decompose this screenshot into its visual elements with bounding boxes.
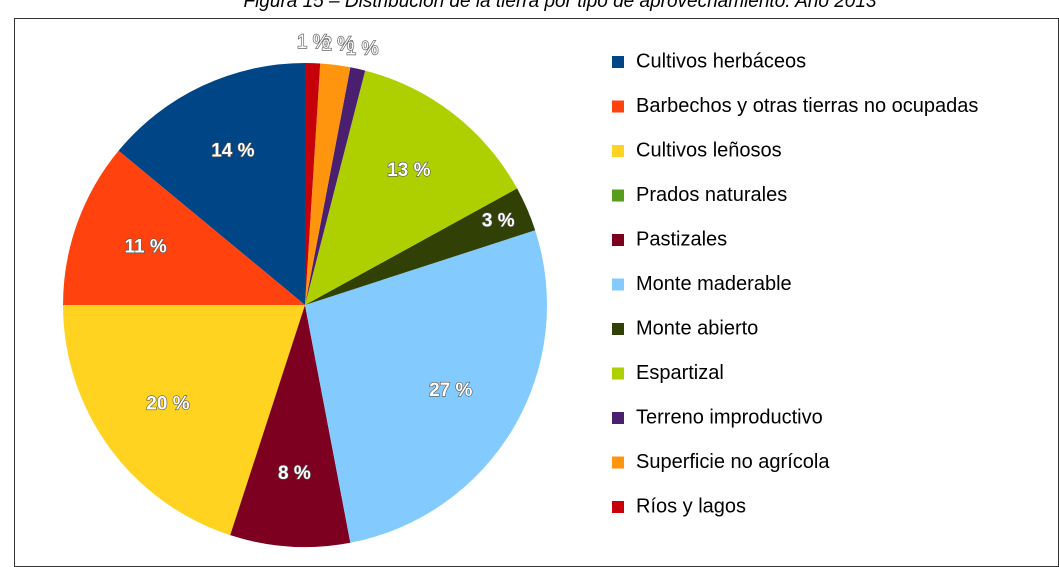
pie-slice (305, 188, 536, 305)
legend-swatch (612, 323, 624, 335)
legend-swatch (612, 501, 624, 513)
data-label: 8 % (278, 463, 311, 484)
pie-slice (118, 63, 305, 305)
data-label: 27 % (429, 380, 472, 401)
legend-swatch (612, 412, 624, 424)
legend-swatch (612, 456, 624, 469)
legend-swatch (612, 189, 624, 202)
legend-swatch (612, 145, 624, 157)
pie-slice (63, 305, 305, 536)
data-label: 20 % (146, 394, 189, 415)
legend-label: Cultivos leñosos (636, 139, 782, 161)
legend-label: Terreno improductivo (636, 406, 823, 428)
data-label: 2 % (321, 34, 354, 55)
chart-title: Figura 15 – Distribución de la tierra po… (243, 0, 876, 12)
legend-label: Barbechos y otras tierras no ocupadas (636, 95, 978, 117)
data-label: 14 % (211, 141, 254, 162)
legend-label: Prados naturales (636, 184, 787, 206)
legend-label: Superficie no agrícola (636, 451, 830, 473)
legend-swatch (612, 56, 624, 68)
legend-label: Monte abierto (636, 317, 758, 339)
legend-swatch (612, 278, 624, 291)
legend-swatch (612, 367, 624, 380)
pie-slice (63, 150, 305, 305)
legend-label: Espartizal (636, 362, 724, 384)
pie-slice (305, 63, 321, 305)
data-label: 3 % (482, 210, 515, 231)
legend-swatch (612, 100, 624, 113)
pie-slice (230, 305, 351, 547)
pie-slice (305, 230, 547, 543)
data-label: 1 % (297, 32, 330, 53)
legend-label: Pastizales (636, 228, 727, 250)
legend-swatch (612, 234, 624, 246)
pie-slice (305, 67, 366, 305)
data-label: 11 % (124, 237, 166, 258)
data-label: 1 % (346, 38, 379, 59)
pie-slice (305, 63, 351, 305)
legend-label: Monte maderable (636, 273, 792, 295)
legend-label: Ríos y lagos (636, 495, 746, 517)
legend-label: Cultivos herbáceos (636, 50, 806, 72)
data-label: 13 % (387, 160, 430, 181)
pie-slice (305, 70, 518, 305)
